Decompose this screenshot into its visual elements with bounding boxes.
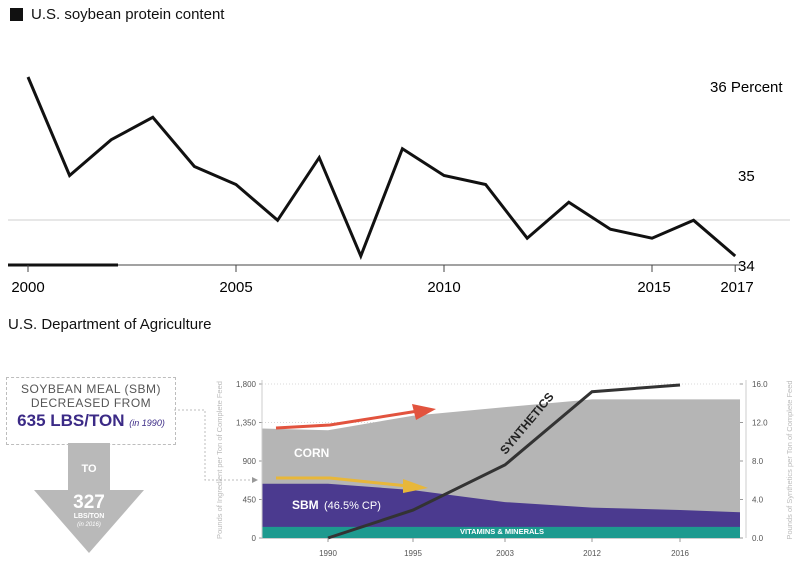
- x-tick-label-2005: 2005: [219, 279, 252, 296]
- callout-line1: SOYBEAN MEAL (SBM): [21, 382, 161, 396]
- yellow-trend-arrow: [276, 476, 409, 488]
- callout-connector: [174, 409, 250, 481]
- yellow-arrow-head-icon: [403, 479, 428, 493]
- left-tick-label: 450: [243, 496, 257, 505]
- left-tick-label: 1,350: [236, 419, 257, 428]
- x-tick-label: 2016: [671, 549, 689, 558]
- vitamins-area: [262, 526, 740, 538]
- legend-label: U.S. soybean protein content: [31, 6, 225, 23]
- x-tick-label-2000: 2000: [11, 279, 44, 296]
- callout-value-from-text: 635 LBS/TON: [17, 411, 125, 430]
- x-tick-label: 1995: [404, 549, 422, 558]
- right-axis-label: Pounds of Synthetics per Ton of Complete…: [785, 380, 794, 539]
- value-to-note: (in 2016): [77, 522, 101, 528]
- right-tick-label: 0.0: [752, 534, 764, 543]
- x-tick-label-2017: 2017: [720, 279, 753, 296]
- pointer-icon: [252, 477, 258, 483]
- value-to-unit: LBS/TON: [74, 513, 105, 520]
- x-tick-label-2015: 2015: [637, 279, 670, 296]
- protein-line-chart-svg: 36 Percent 35 34 2000 2005 2010 2015 201…: [8, 76, 790, 296]
- callout-value-from-note: (in 1990): [129, 418, 165, 428]
- sbm-label: SBM: [292, 498, 319, 512]
- right-tick-label: 16.0: [752, 380, 768, 389]
- left-axis-label: Pounds of Ingredient per Ton of Complete…: [215, 381, 224, 539]
- left-tick-label: 1,800: [236, 380, 257, 389]
- y-tick-label-36: 36 Percent: [710, 79, 783, 96]
- corn-label: CORN: [294, 446, 329, 460]
- right-tick-label: 4.0: [752, 496, 764, 505]
- x-tick-label: 2012: [583, 549, 601, 558]
- protein-chart: U.S. soybean protein content 36 Percent …: [8, 6, 790, 333]
- left-tick-label: 0: [252, 534, 257, 543]
- right-tick-label: 12.0: [752, 419, 768, 428]
- red-trend-arrow: [275, 409, 419, 430]
- x-tick-label: 1990: [319, 549, 337, 558]
- y-tick-label-35: 35: [738, 168, 755, 185]
- synthetics-line: [327, 383, 681, 540]
- right-tick-label: 8.0: [752, 457, 764, 466]
- sbm-note: (46.5% CP): [324, 500, 381, 512]
- down-arrow-icon: TO 327 LBS/TON (in 2016): [34, 443, 144, 553]
- protein-series-line: [26, 76, 737, 260]
- x-tick-label: 2003: [496, 549, 514, 558]
- callout-line2: DECREASED FROM: [30, 396, 152, 410]
- y-tick-label-34: 34: [738, 258, 755, 275]
- source-note: U.S. Department of Agriculture: [8, 316, 212, 333]
- sbm-area: [262, 483, 740, 538]
- callout-value-from: 635 LBS/TON (in 1990): [7, 411, 175, 431]
- vitamins-label: VITAMINS & MINERALS: [460, 527, 544, 536]
- x-tick-label-2010: 2010: [427, 279, 460, 296]
- legend-swatch: [10, 8, 23, 21]
- to-label: TO: [81, 463, 97, 475]
- sbm-callout: SOYBEAN MEAL (SBM) DECREASED FROM 635 LB…: [6, 377, 176, 445]
- red-arrow-head-icon: [412, 404, 436, 420]
- left-tick-label: 900: [243, 457, 257, 466]
- chart-legend: U.S. soybean protein content: [10, 6, 224, 23]
- value-to: 327: [73, 492, 105, 513]
